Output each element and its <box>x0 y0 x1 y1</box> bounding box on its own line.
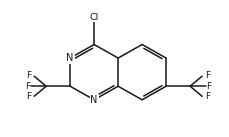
Text: N: N <box>66 53 74 63</box>
Text: Cl: Cl <box>89 13 98 22</box>
Text: F: F <box>205 82 210 91</box>
Text: F: F <box>204 92 210 101</box>
Text: F: F <box>26 92 31 101</box>
Text: F: F <box>204 71 210 80</box>
Text: F: F <box>25 82 30 91</box>
Text: F: F <box>26 71 31 80</box>
Text: N: N <box>90 95 97 105</box>
